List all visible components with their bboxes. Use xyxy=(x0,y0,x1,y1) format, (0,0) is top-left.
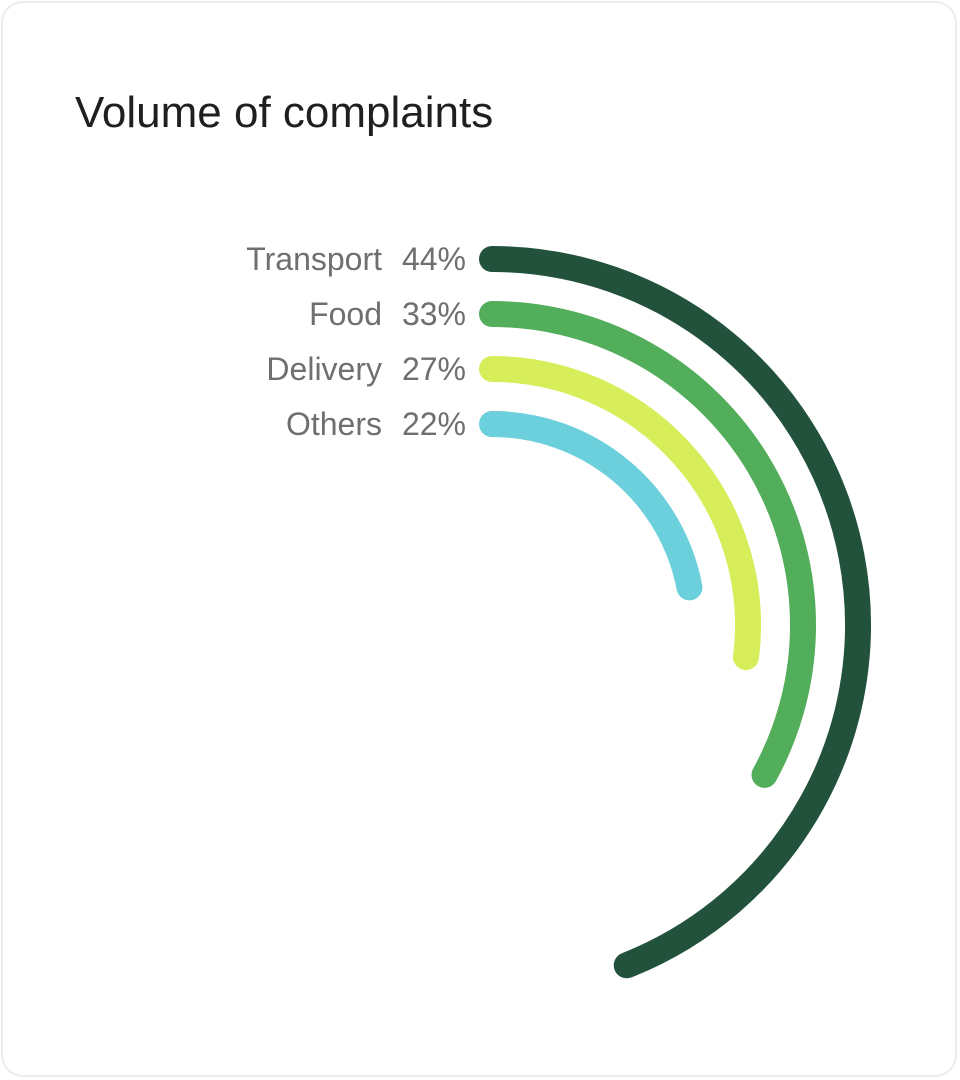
value-label-food: 33% xyxy=(402,296,466,332)
series-label-others: Others xyxy=(286,406,382,442)
chart-title: Volume of complaints xyxy=(75,88,494,137)
arc-delivery xyxy=(479,356,761,671)
value-label-delivery: 27% xyxy=(402,351,466,387)
value-label-transport: 44% xyxy=(402,241,466,277)
arc-transport xyxy=(479,246,871,979)
series-label-food: Food xyxy=(309,296,382,332)
arc-others xyxy=(479,411,703,601)
arc-food xyxy=(479,301,816,788)
value-label-others: 22% xyxy=(402,406,466,442)
series-label-delivery: Delivery xyxy=(266,351,382,387)
series-label-transport: Transport xyxy=(246,241,382,277)
